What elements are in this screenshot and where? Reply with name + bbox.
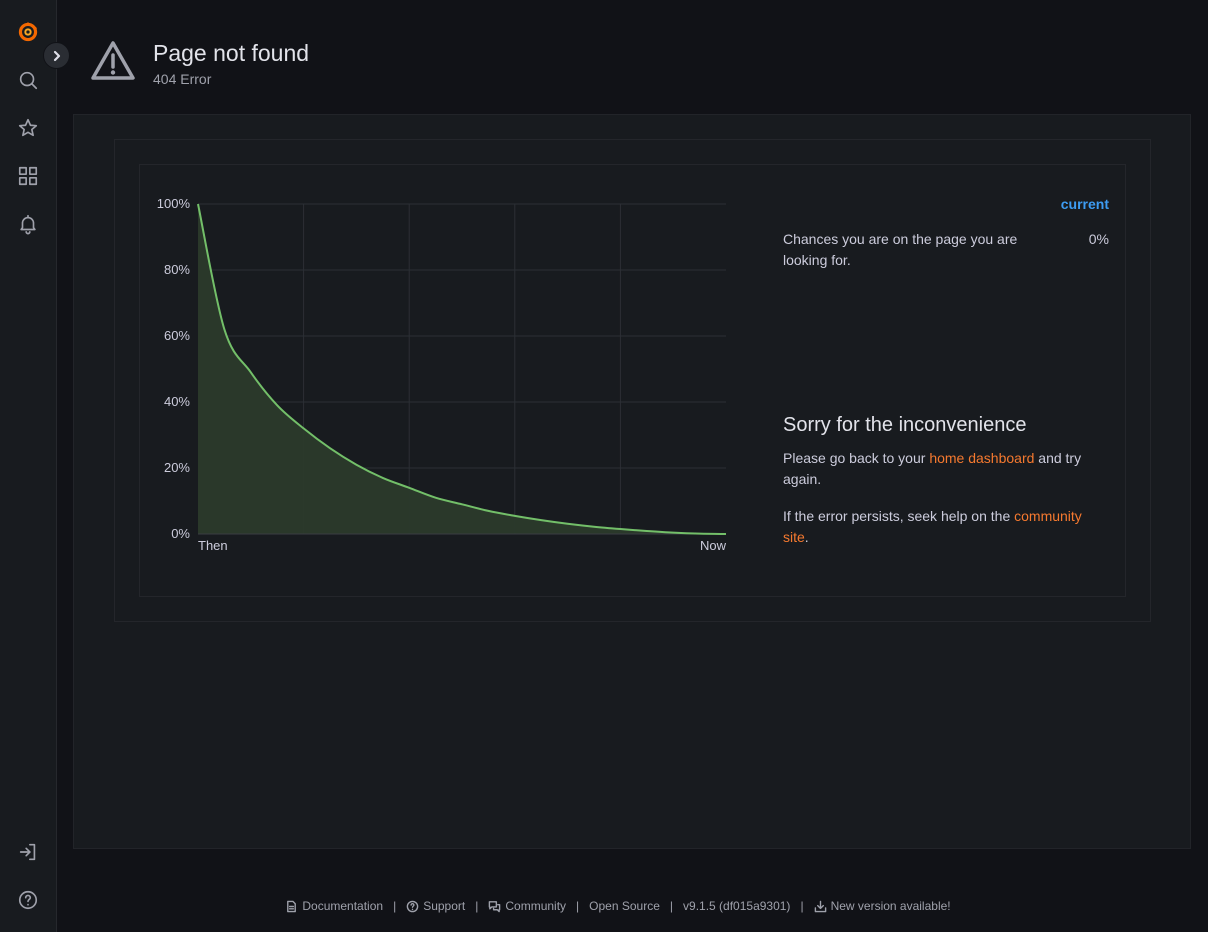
footer-separator: | bbox=[576, 899, 580, 913]
footer-separator: | bbox=[475, 899, 479, 913]
dashboard-row bbox=[114, 139, 1151, 622]
footer-open-source-link[interactable]: Open Source bbox=[589, 899, 660, 913]
footer-separator: | bbox=[669, 899, 674, 913]
y-tick-label: 80% bbox=[164, 262, 190, 277]
go-back-pre: Please go back to your bbox=[783, 450, 930, 466]
sign-in-icon[interactable] bbox=[16, 840, 40, 864]
footer-documentation-label: Documentation bbox=[302, 899, 384, 913]
footer-support-link[interactable]: Support bbox=[406, 899, 465, 913]
persist-post: . bbox=[804, 529, 809, 545]
footer-separator: | bbox=[393, 899, 397, 913]
graph-panel bbox=[139, 164, 1126, 597]
go-back-text: Please go back to your home dashboard an… bbox=[783, 448, 1103, 490]
series-area bbox=[198, 204, 726, 534]
footer-support-label: Support bbox=[423, 899, 466, 913]
sorry-title: Sorry for the inconvenience bbox=[783, 414, 1027, 436]
persist-pre: If the error persists, seek help on the bbox=[783, 508, 1015, 524]
footer: Documentation | Support | Community | Op… bbox=[0, 899, 1208, 913]
star-icon[interactable] bbox=[16, 116, 40, 140]
go-back-post: and try again. bbox=[783, 450, 1082, 487]
warning-icon bbox=[91, 41, 135, 80]
home-dashboard-link[interactable]: home dashboard bbox=[929, 450, 1035, 466]
question-circle-icon bbox=[406, 900, 419, 912]
dashboards-grid-icon[interactable] bbox=[16, 164, 40, 188]
footer-community-link[interactable]: Community bbox=[488, 899, 566, 913]
footer-new-version-link[interactable]: New version available! bbox=[814, 899, 951, 913]
y-tick-label: 20% bbox=[164, 460, 190, 475]
document-icon bbox=[287, 900, 297, 912]
y-tick-label: 100% bbox=[157, 196, 191, 211]
help-icon[interactable] bbox=[16, 888, 40, 912]
legend-current-header[interactable]: current bbox=[1060, 196, 1109, 212]
x-tick-label: Now bbox=[700, 538, 727, 553]
footer-new-version-label: New version available! bbox=[830, 899, 951, 913]
legend-series-label: Chances you are on the page you are look… bbox=[783, 231, 1018, 268]
community-site-link[interactable]: community site bbox=[783, 508, 1082, 545]
bell-icon[interactable] bbox=[16, 212, 40, 236]
footer-version: v9.1.5 (df015a9301) bbox=[683, 899, 790, 913]
chances-chart: 0% 20% 40% 60% 80% 100% Then Now bbox=[157, 196, 727, 553]
expand-sidebar-button[interactable] bbox=[43, 42, 70, 69]
page-title: Page not found bbox=[153, 40, 310, 66]
x-tick-label: Then bbox=[198, 538, 228, 553]
y-tick-label: 60% bbox=[164, 328, 190, 343]
footer-separator: | bbox=[800, 899, 804, 913]
persist-text: If the error persists, seek help on the … bbox=[783, 506, 1103, 548]
y-tick-label: 0% bbox=[171, 526, 190, 541]
y-tick-label: 40% bbox=[164, 394, 190, 409]
series-line bbox=[197, 203, 727, 535]
sidebar bbox=[0, 0, 57, 932]
footer-open-source-label: Open Source bbox=[589, 899, 660, 913]
grafana-logo-icon[interactable] bbox=[16, 20, 40, 44]
comments-icon bbox=[489, 900, 501, 912]
chevron-right-icon bbox=[53, 50, 60, 61]
search-icon[interactable] bbox=[16, 68, 40, 92]
legend-current-value: 0% bbox=[1088, 231, 1109, 247]
download-icon bbox=[814, 900, 826, 912]
footer-community-label: Community bbox=[505, 899, 567, 913]
footer-documentation-link[interactable]: Documentation bbox=[285, 899, 383, 913]
page-subtitle: 404 Error bbox=[153, 71, 212, 87]
footer-version-label: v9.1.5 (df015a9301) bbox=[683, 899, 791, 913]
